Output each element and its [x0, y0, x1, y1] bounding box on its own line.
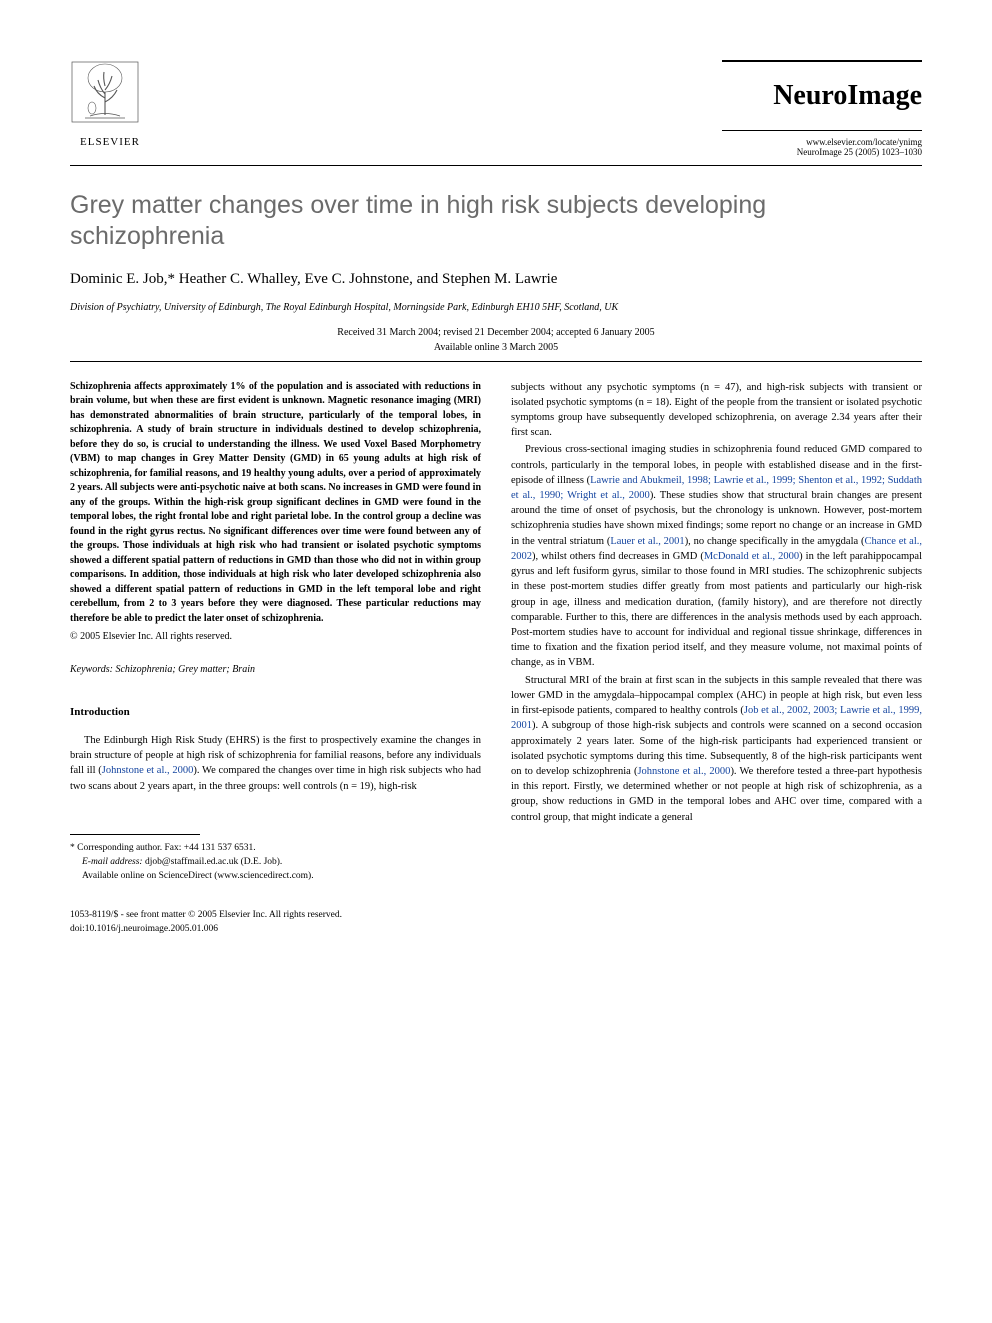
publisher-logo-block: ELSEVIER — [70, 60, 150, 148]
keywords-value: Schizophrenia; Grey matter; Brain — [115, 664, 255, 675]
ref-johnstone-2000[interactable]: Johnstone et al., 2000 — [102, 765, 194, 776]
email-label: E-mail address: — [82, 857, 143, 867]
body-columns: Schizophrenia affects approximately 1% o… — [70, 380, 922, 937]
left-column: Schizophrenia affects approximately 1% o… — [70, 380, 481, 937]
email-address: djob@staffmail.ed.ac.uk (D.E. Job). — [145, 857, 282, 867]
article-dates: Received 31 March 2004; revised 21 Decem… — [70, 325, 922, 355]
issn-line: 1053-8119/$ - see front matter © 2005 El… — [70, 910, 342, 920]
col2-p2-c: ), no change specifically in the amygdal… — [685, 536, 865, 547]
elsevier-tree-icon — [70, 60, 140, 134]
journal-citation: NeuroImage 25 (2005) 1023–1030 — [722, 147, 922, 157]
intro-paragraph-1: The Edinburgh High Risk Study (EHRS) is … — [70, 733, 481, 794]
col2-p2-e: ) in the left parahippocampal gyrus and … — [511, 551, 922, 669]
received-date: Received 31 March 2004; revised 21 Decem… — [337, 327, 654, 338]
journal-url: www.elsevier.com/locate/ynimg — [722, 137, 922, 147]
article-title: Grey matter changes over time in high ri… — [70, 190, 922, 253]
ref-johnstone-2000-b[interactable]: Johnstone et al., 2000 — [637, 766, 730, 777]
col2-paragraph-2: Previous cross-sectional imaging studies… — [511, 442, 922, 670]
journal-block: NeuroImage www.elsevier.com/locate/ynimg… — [722, 60, 922, 157]
keywords-line: Keywords: Schizophrenia; Grey matter; Br… — [70, 663, 481, 678]
abstract-copyright: © 2005 Elsevier Inc. All rights reserved… — [70, 630, 481, 645]
col2-paragraph-1: subjects without any psychotic symptoms … — [511, 380, 922, 441]
doi-line: doi:10.1016/j.neuroimage.2005.01.006 — [70, 924, 218, 934]
col2-paragraph-3: Structural MRI of the brain at first sca… — [511, 673, 922, 825]
keywords-label: Keywords: — [70, 664, 113, 675]
ref-mcdonald-2000[interactable]: McDonald et al., 2000 — [704, 551, 799, 562]
header-rule — [70, 165, 922, 166]
sciencedirect-line: Available online on ScienceDirect (www.s… — [70, 869, 481, 883]
journal-rule-bottom — [722, 130, 922, 131]
intro-heading: Introduction — [70, 705, 481, 721]
footnote-text: * Corresponding author. Fax: +44 131 537… — [70, 841, 481, 884]
right-column: subjects without any psychotic symptoms … — [511, 380, 922, 937]
abstract-text: Schizophrenia affects approximately 1% o… — [70, 380, 481, 627]
affiliation: Division of Psychiatry, University of Ed… — [70, 302, 922, 313]
bottom-row: 1053-8119/$ - see front matter © 2005 El… — [70, 908, 481, 937]
corresponding-author: * Corresponding author. Fax: +44 131 537… — [70, 843, 256, 853]
issn-doi: 1053-8119/$ - see front matter © 2005 El… — [70, 908, 342, 937]
abstract-rule — [70, 361, 922, 362]
col2-p2-d: ), whilst others find decreases in GMD ( — [532, 551, 704, 562]
journal-name: NeuroImage — [722, 80, 922, 112]
available-date: Available online 3 March 2005 — [434, 342, 558, 353]
authors-line: Dominic E. Job,* Heather C. Whalley, Eve… — [70, 271, 922, 288]
ref-lauer-2001[interactable]: Lauer et al., 2001 — [610, 536, 684, 547]
footnote-rule — [70, 834, 200, 835]
footnote-block: * Corresponding author. Fax: +44 131 537… — [70, 834, 481, 884]
journal-rule-top — [722, 60, 922, 62]
publisher-name: ELSEVIER — [70, 136, 150, 148]
header: ELSEVIER NeuroImage www.elsevier.com/loc… — [70, 60, 922, 157]
email-line: E-mail address: djob@staffmail.ed.ac.uk … — [70, 855, 481, 869]
